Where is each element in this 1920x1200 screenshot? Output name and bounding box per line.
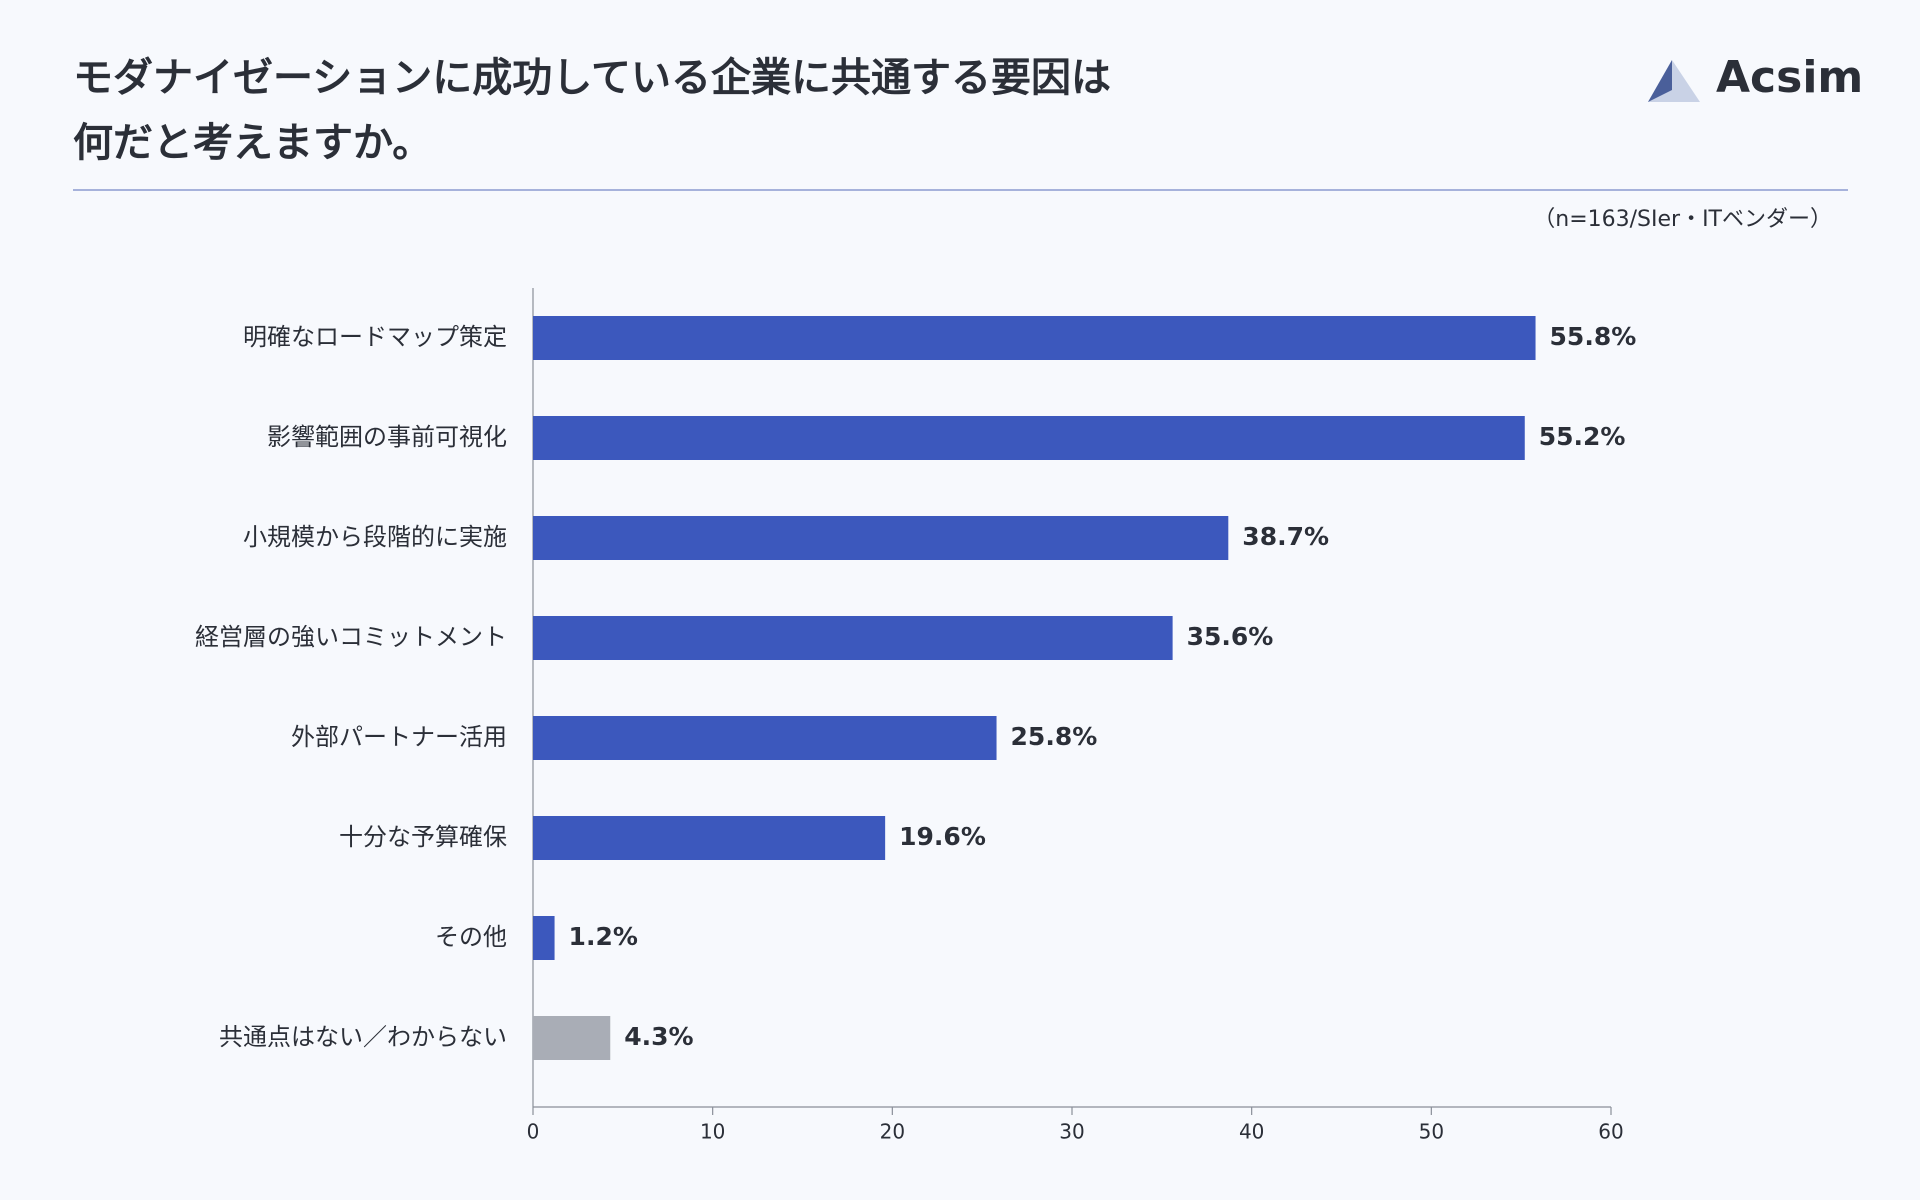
bar bbox=[533, 816, 886, 860]
bar bbox=[533, 1016, 611, 1060]
chart-title: モダナイゼーションに成功している企業に共通する要因は bbox=[73, 55, 1111, 101]
logo-text: Acsim bbox=[1716, 52, 1863, 103]
x-tick-label: 30 bbox=[1059, 1120, 1084, 1144]
data-label: 38.7% bbox=[1242, 522, 1329, 551]
x-tick-label: 0 bbox=[527, 1120, 540, 1144]
y-tick-label: 外部パートナー活用 bbox=[291, 723, 507, 751]
data-label: 19.6% bbox=[899, 822, 986, 851]
y-tick-label: 影響範囲の事前可視化 bbox=[267, 423, 507, 451]
y-tick-label: 共通点はない／わからない bbox=[219, 1023, 507, 1051]
bar bbox=[533, 416, 1525, 460]
x-tick-label: 40 bbox=[1239, 1120, 1264, 1144]
bar bbox=[533, 516, 1229, 560]
bar bbox=[533, 716, 997, 760]
y-tick-label: 明確なロードマップ策定 bbox=[243, 323, 507, 351]
data-label: 35.6% bbox=[1187, 622, 1274, 651]
data-label: 55.8% bbox=[1550, 322, 1637, 351]
y-tick-label: 十分な予算確保 bbox=[339, 823, 507, 851]
y-tick-label: その他 bbox=[435, 923, 507, 951]
data-label: 1.2% bbox=[569, 922, 638, 951]
y-tick-label: 経営層の強いコミットメント bbox=[195, 623, 507, 651]
x-tick-label: 20 bbox=[880, 1120, 905, 1144]
subtitle: （n=163/SIer・ITベンダー） bbox=[1533, 207, 1832, 232]
data-label: 55.2% bbox=[1539, 422, 1626, 451]
x-tick-label: 50 bbox=[1419, 1120, 1444, 1144]
bar bbox=[533, 616, 1173, 660]
x-tick-label: 60 bbox=[1598, 1120, 1623, 1144]
y-tick-label: 小規模から段階的に実施 bbox=[243, 523, 507, 551]
data-label: 25.8% bbox=[1011, 722, 1098, 751]
bar bbox=[533, 916, 555, 960]
x-tick-label: 10 bbox=[700, 1120, 725, 1144]
bar bbox=[533, 316, 1536, 360]
chart-title: 何だと考えますか。 bbox=[73, 120, 432, 166]
logo: Acsim bbox=[1648, 52, 1863, 103]
logo-icon bbox=[1648, 60, 1672, 102]
data-label: 4.3% bbox=[624, 1022, 693, 1051]
